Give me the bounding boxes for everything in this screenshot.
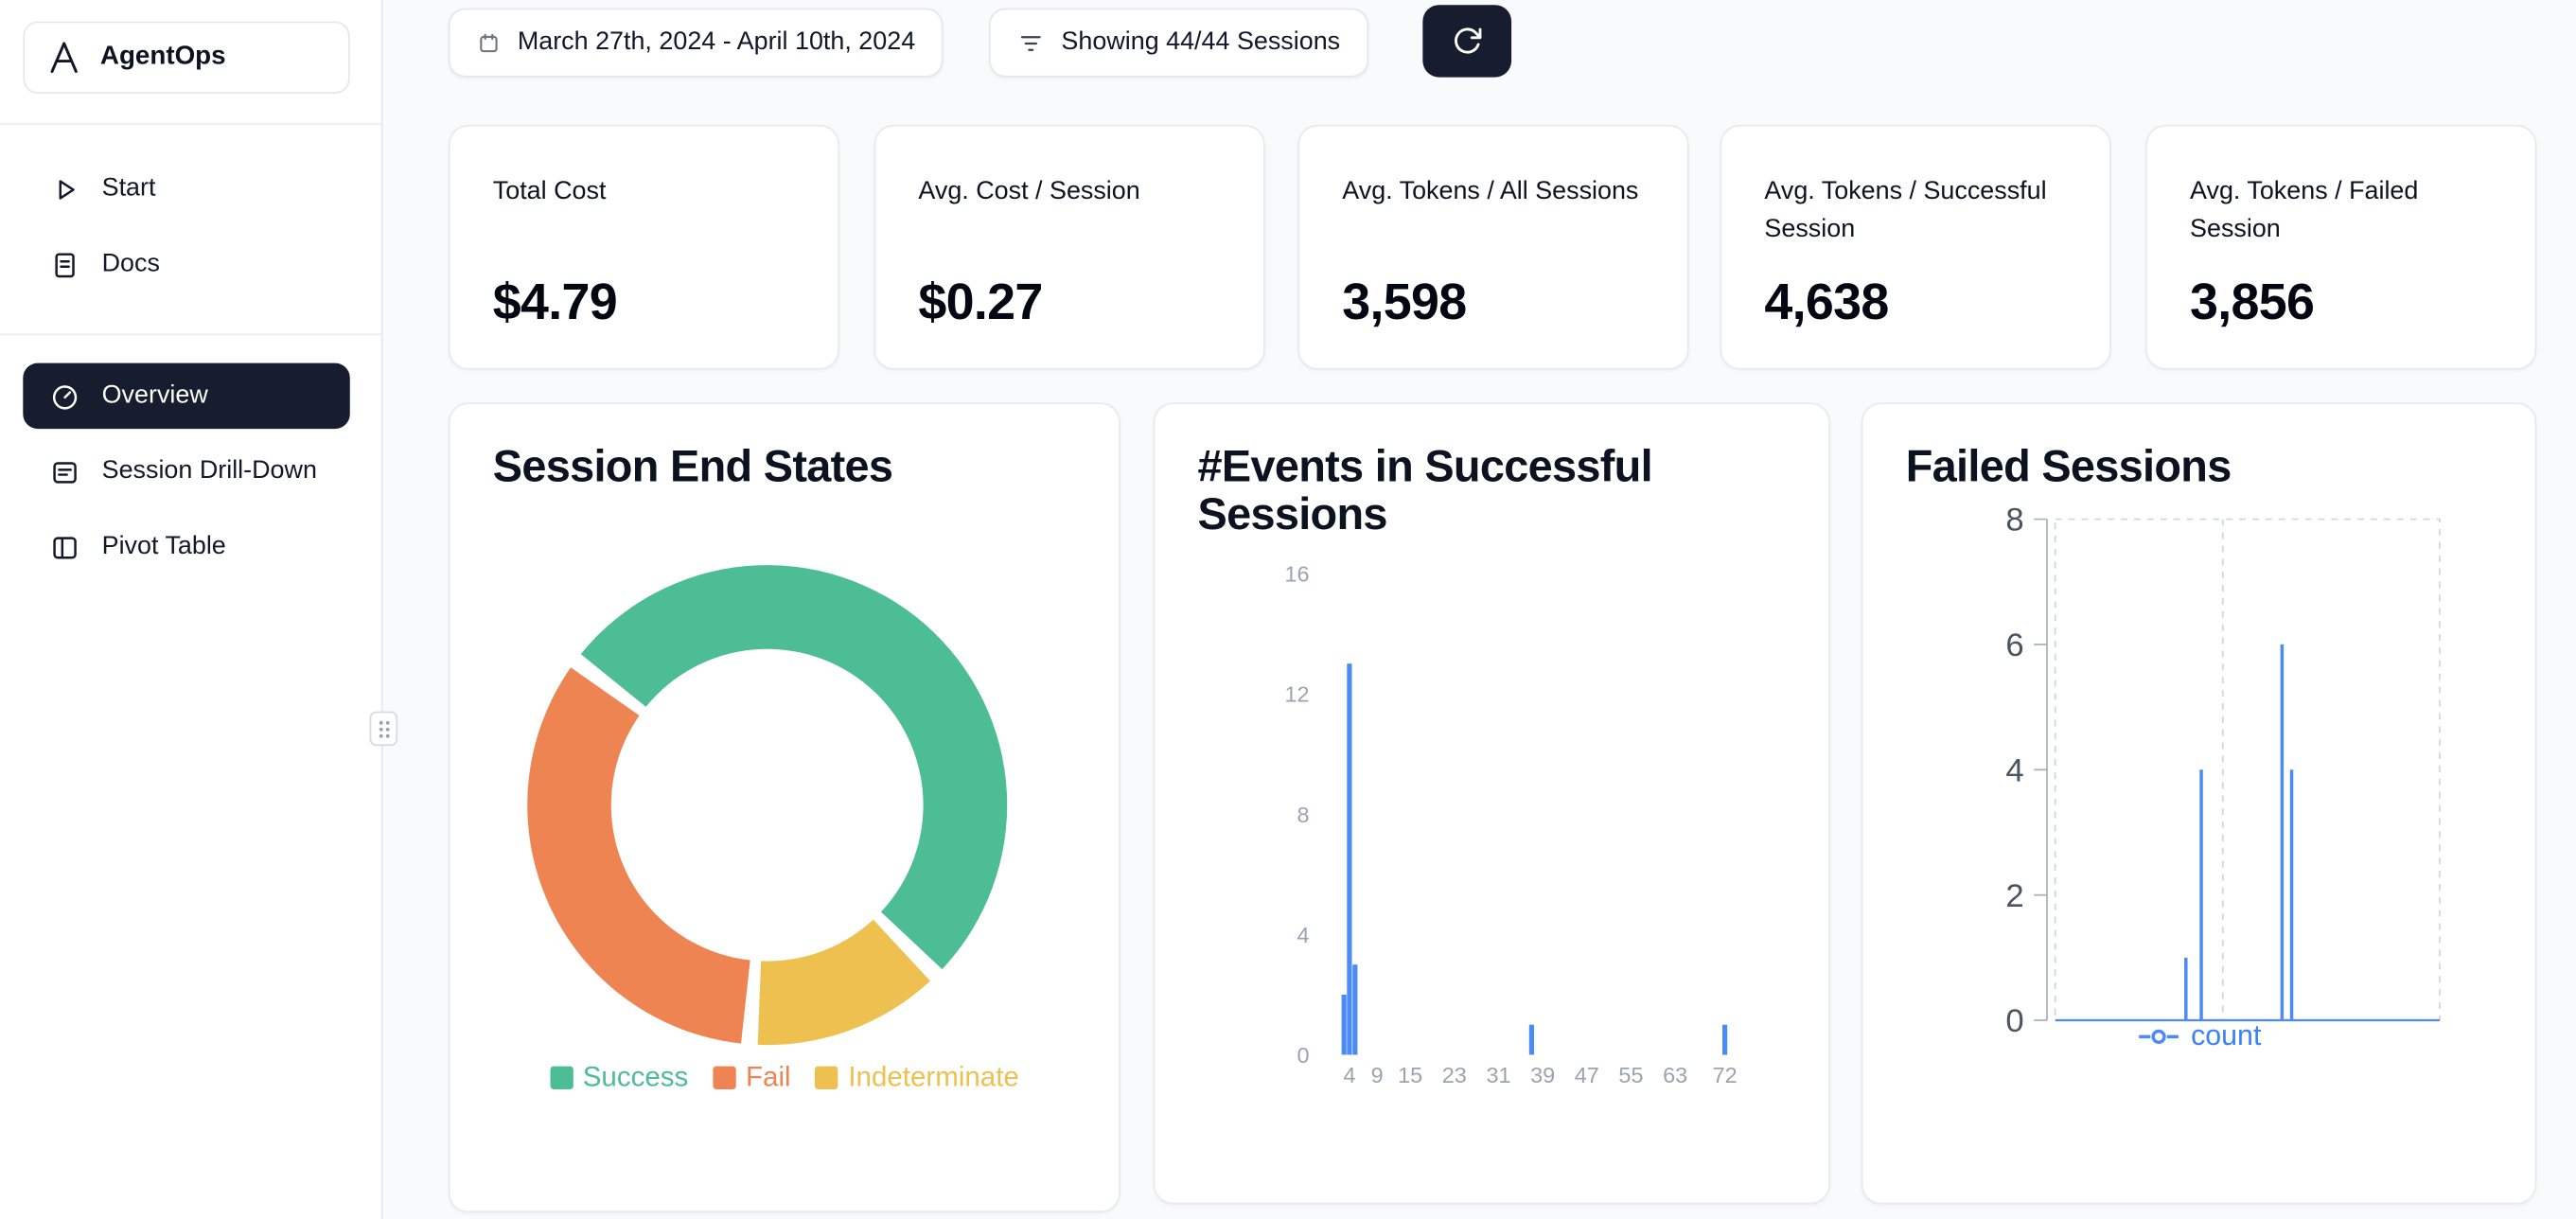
legend-item-indeterminate[interactable]: Indeterminate [815, 1061, 1019, 1094]
failed-sessions-card: Failed Sessions 0 2 4 6 8 count [1861, 402, 2537, 1205]
sessions-filter-label: Showing 44/44 Sessions [1061, 27, 1341, 57]
date-range-label: March 27th, 2024 - April 10th, 2024 [517, 27, 916, 57]
svg-text:6: 6 [2005, 627, 2023, 663]
session-end-states-donut-chart [527, 565, 1008, 1046]
refresh-button[interactable] [1422, 5, 1512, 78]
sessions-filter-button[interactable]: Showing 44/44 Sessions [989, 8, 1368, 78]
main-content: March 27th, 2024 - April 10th, 2024 Show… [384, 0, 2576, 1219]
stat-card-avg-cost-session: Avg. Cost / Session $0.27 [873, 124, 1265, 370]
svg-text:39: 39 [1530, 1063, 1555, 1087]
sidebar-divider [0, 333, 381, 336]
sidebar: AgentOps Start Docs [0, 0, 383, 1219]
events-histogram-card: #Events in Successful Sessions 0 4 8 12 16 4 9… [1153, 402, 1830, 1205]
stat-label: Avg. Tokens / Successful Session [1764, 177, 2047, 244]
session-end-states-card: Session End States Success Fail Indeterm… [448, 402, 1120, 1213]
refresh-icon [1451, 25, 1484, 58]
legend-label: Indeterminate [848, 1061, 1019, 1093]
svg-text:16: 16 [1285, 562, 1310, 587]
agentops-logo-icon [44, 38, 84, 78]
play-icon [49, 173, 80, 204]
sidebar-item-start[interactable]: Start [23, 156, 349, 221]
date-range-picker[interactable]: March 27th, 2024 - April 10th, 2024 [448, 8, 944, 78]
chart-title: Session End States [492, 441, 893, 492]
stat-value: $0.27 [918, 273, 1043, 330]
filter-icon [1017, 28, 1046, 57]
chart-title: Failed Sessions [1905, 441, 2232, 492]
svg-text:63: 63 [1663, 1063, 1687, 1087]
failed-sessions-chart: 0 2 4 6 8 [2005, 503, 2441, 1039]
stat-label: Total Cost [492, 177, 607, 205]
donut-legend: Success Fail Indeterminate [450, 1061, 1120, 1094]
stat-value: 4,638 [1764, 273, 1889, 330]
count-legend-label: count [2191, 1018, 2262, 1052]
svg-text:4: 4 [1343, 1063, 1355, 1087]
success-swatch-icon [550, 1066, 573, 1089]
svg-text:8: 8 [1297, 803, 1310, 827]
sidebar-item-label: Pivot Table [101, 532, 226, 560]
sidebar-item-overview[interactable]: Overview [23, 362, 350, 430]
svg-text:8: 8 [2005, 503, 2023, 539]
legend-label: Fail [746, 1061, 791, 1093]
stat-card-avg-tokens-successful: Avg. Tokens / Successful Session 4,638 [1720, 124, 2111, 370]
columns-icon [49, 532, 80, 563]
sidebar-item-label: Docs [101, 249, 160, 278]
legend-item-success[interactable]: Success [550, 1061, 688, 1094]
svg-text:47: 47 [1575, 1063, 1599, 1087]
svg-text:15: 15 [1398, 1063, 1422, 1087]
svg-text:55: 55 [1618, 1063, 1643, 1087]
app-logo[interactable]: AgentOps [23, 21, 350, 94]
sidebar-item-pivot-table[interactable]: Pivot Table [23, 514, 349, 579]
legend-label: Success [582, 1061, 689, 1093]
chart-title: #Events in Successful Sessions [1197, 441, 1653, 539]
line-marker-icon [2137, 1026, 2179, 1046]
stat-label: Avg. Tokens / All Sessions [1342, 177, 1639, 205]
sidebar-item-label: Overview [101, 380, 208, 410]
svg-text:72: 72 [1713, 1063, 1738, 1087]
svg-text:4: 4 [1297, 923, 1310, 947]
svg-text:0: 0 [1297, 1043, 1310, 1068]
gauge-icon [49, 380, 80, 412]
sidebar-item-label: Session Drill-Down [101, 456, 317, 486]
svg-text:2: 2 [2005, 878, 2023, 914]
document-icon [49, 249, 80, 280]
sidebar-item-session-drill-down[interactable]: Session Drill-Down [23, 439, 349, 504]
stat-value: $4.79 [492, 273, 618, 330]
sidebar-resize-handle[interactable] [369, 711, 398, 747]
stat-value: 3,598 [1342, 273, 1467, 330]
sidebar-item-label: Start [101, 174, 156, 203]
sidebar-divider [0, 123, 381, 125]
sidebar-item-docs[interactable]: Docs [23, 232, 349, 297]
stat-card-total-cost: Total Cost $4.79 [448, 124, 840, 370]
count-legend[interactable]: count [1863, 1018, 2535, 1052]
svg-text:4: 4 [2005, 752, 2023, 788]
legend-item-fail[interactable]: Fail [713, 1061, 791, 1094]
svg-text:31: 31 [1486, 1063, 1510, 1087]
fail-swatch-icon [713, 1066, 736, 1089]
stat-label: Avg. Cost / Session [918, 177, 1140, 205]
indeterminate-swatch-icon [815, 1066, 838, 1089]
stat-value: 3,856 [2190, 273, 2315, 330]
svg-text:23: 23 [1442, 1063, 1467, 1087]
app-title: AgentOps [99, 43, 226, 71]
stat-card-avg-tokens-all: Avg. Tokens / All Sessions 3,598 [1297, 124, 1689, 370]
svg-text:12: 12 [1285, 682, 1310, 707]
list-card-icon [49, 456, 80, 487]
stat-label: Avg. Tokens / Failed Session [2190, 177, 2419, 244]
svg-text:9: 9 [1371, 1063, 1384, 1087]
drag-dots-icon [377, 718, 390, 738]
calendar-icon [476, 30, 501, 55]
stat-card-avg-tokens-failed: Avg. Tokens / Failed Session 3,856 [2145, 124, 2537, 370]
svg-text:0: 0 [2005, 1003, 2023, 1039]
